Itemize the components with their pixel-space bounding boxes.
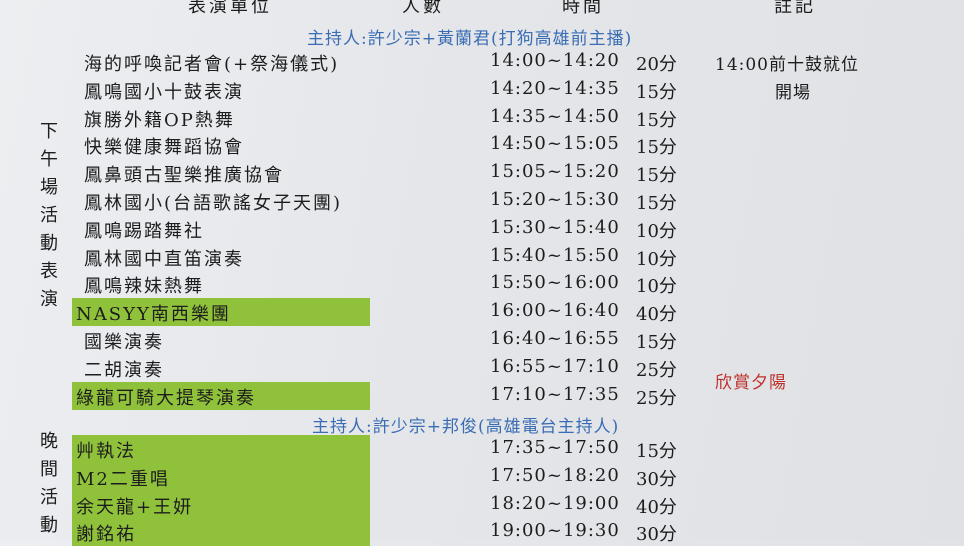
highlight-bar — [72, 381, 370, 410]
duration: 30分 — [636, 524, 677, 546]
table-row: M2二重唱 17:50~18:20 30分 — [0, 462, 964, 491]
duration: 30分 — [636, 468, 677, 490]
performer-name: 鳳鳴國小十鼓表演 — [84, 81, 244, 103]
performer-name: M2二重唱 — [76, 468, 170, 490]
table-row: 余天龍+王妍 18:20~19:00 40分 — [0, 490, 964, 519]
table-row: 海的呼喚記者會(+祭海儀式) 14:00~14:20 20分 14:00前十鼓就位 — [0, 48, 964, 76]
performer-name: 鳳鳴踢踏舞社 — [84, 220, 204, 242]
duration: 20分 — [636, 54, 677, 75]
duration: 40分 — [636, 496, 677, 518]
time-slot: 15:40~15:50 — [490, 244, 620, 266]
note: 開場 — [775, 82, 811, 103]
highlight-bar — [72, 298, 370, 327]
time-slot: 15:30~15:40 — [490, 216, 620, 238]
header-note: 註記 — [774, 0, 816, 17]
afternoon-host: 主持人:許少宗+黃蘭君(打狗高雄前主播) — [307, 29, 633, 49]
performer-name: 余天龍+王妍 — [76, 496, 194, 518]
duration: 10分 — [636, 248, 677, 270]
time-slot: 15:05~15:20 — [490, 161, 620, 183]
performer-name: 旗勝外籍OP熱舞 — [84, 109, 235, 131]
performer-name: 綠龍可騎大提琴演奏 — [76, 387, 256, 409]
performer-name: 謝銘祐 — [76, 524, 136, 546]
table-row: 鳳鼻頭古聖樂推廣協會 15:05~15:20 15分 — [0, 159, 964, 187]
header-count: 人數 — [402, 0, 444, 17]
duration: 10分 — [636, 276, 677, 298]
performer-name: 鳳林國小(台語歌謠女子天團) — [84, 193, 343, 214]
performer-name: 快樂健康舞蹈協會 — [84, 137, 244, 159]
performer-name: NASYY南西樂團 — [76, 304, 231, 326]
performer-name: 鳳鳴辣妹熱舞 — [84, 276, 204, 298]
header-unit: 表演單位 — [188, 0, 272, 17]
duration: 15分 — [636, 165, 677, 187]
performer-name: 海的呼喚記者會(+祭海儀式) — [84, 54, 340, 75]
table-row: 快樂健康舞蹈協會 14:50~15:05 15分 — [0, 131, 964, 159]
duration: 15分 — [636, 137, 677, 159]
time-slot: 14:35~14:50 — [490, 105, 620, 127]
evening-host: 主持人:許少宗+邦俊(高雄電台主持人) — [312, 417, 620, 437]
duration: 15分 — [636, 109, 677, 131]
duration: 15分 — [636, 193, 677, 214]
evening-section-label: 晚間活動 — [40, 431, 58, 536]
performer-name: 二胡演奏 — [84, 359, 164, 381]
table-row: NASYY南西樂團 16:00~16:40 40分 — [0, 298, 964, 327]
performer-name: 鳳鼻頭古聖樂推廣協會 — [84, 165, 284, 187]
afternoon-section-label: 下午場活動表演 — [40, 121, 58, 310]
time-slot: 17:10~17:35 — [490, 383, 620, 405]
table-row: 謝銘祐 19:00~19:30 30分 — [0, 518, 964, 546]
duration: 40分 — [636, 304, 677, 326]
note: 14:00前十鼓就位 — [715, 55, 859, 75]
table-row: 鳳鳴辣妹熱舞 15:50~16:00 10分 — [0, 270, 964, 298]
table-row: 國樂演奏 16:40~16:55 15分 — [0, 326, 964, 354]
table-row: 鳳鳴踢踏舞社 15:30~15:40 10分 — [0, 215, 964, 243]
table-row: 鳳林國中直笛演奏 15:40~15:50 10分 — [0, 243, 964, 271]
table-row: 鳳鳴國小十鼓表演 14:20~14:35 15分 開場 — [0, 76, 964, 104]
highlight-bar — [72, 490, 370, 519]
table-row: 艸執法 17:35~17:50 15分 — [0, 435, 964, 463]
duration: 25分 — [636, 387, 677, 409]
time-slot: 17:50~18:20 — [490, 464, 620, 486]
table-row: 鳳林國小(台語歌謠女子天團) 15:20~15:30 15分 — [0, 187, 964, 215]
duration: 25分 — [636, 359, 677, 381]
duration: 15分 — [636, 332, 677, 353]
time-slot: 14:50~15:05 — [490, 133, 620, 155]
duration: 15分 — [636, 441, 677, 462]
highlight-bar — [72, 462, 370, 491]
time-slot: 15:50~16:00 — [490, 272, 620, 294]
time-slot: 17:35~17:50 — [490, 437, 620, 458]
time-slot: 14:20~14:35 — [490, 77, 620, 99]
performer-name: 鳳林國中直笛演奏 — [84, 248, 244, 270]
time-slot: 16:40~16:55 — [490, 328, 620, 349]
time-slot: 19:00~19:30 — [490, 520, 620, 542]
note: 欣賞夕陽 — [715, 372, 787, 393]
time-slot: 18:20~19:00 — [490, 492, 620, 514]
time-slot: 16:00~16:40 — [490, 300, 620, 322]
header-time: 時間 — [562, 0, 604, 17]
performer-name: 國樂演奏 — [84, 332, 164, 353]
time-slot: 14:00~14:20 — [490, 50, 620, 71]
time-slot: 16:55~17:10 — [490, 355, 620, 377]
table-row: 綠龍可騎大提琴演奏 17:10~17:35 25分 — [0, 381, 964, 410]
highlight-bar — [72, 435, 370, 463]
table-row: 旗勝外籍OP熱舞 14:35~14:50 15分 — [0, 104, 964, 132]
performer-name: 艸執法 — [76, 441, 136, 462]
duration: 10分 — [636, 220, 677, 242]
duration: 15分 — [636, 81, 677, 103]
time-slot: 15:20~15:30 — [490, 189, 620, 210]
table-row: 二胡演奏 16:55~17:10 25分欣賞夕陽 — [0, 354, 964, 393]
